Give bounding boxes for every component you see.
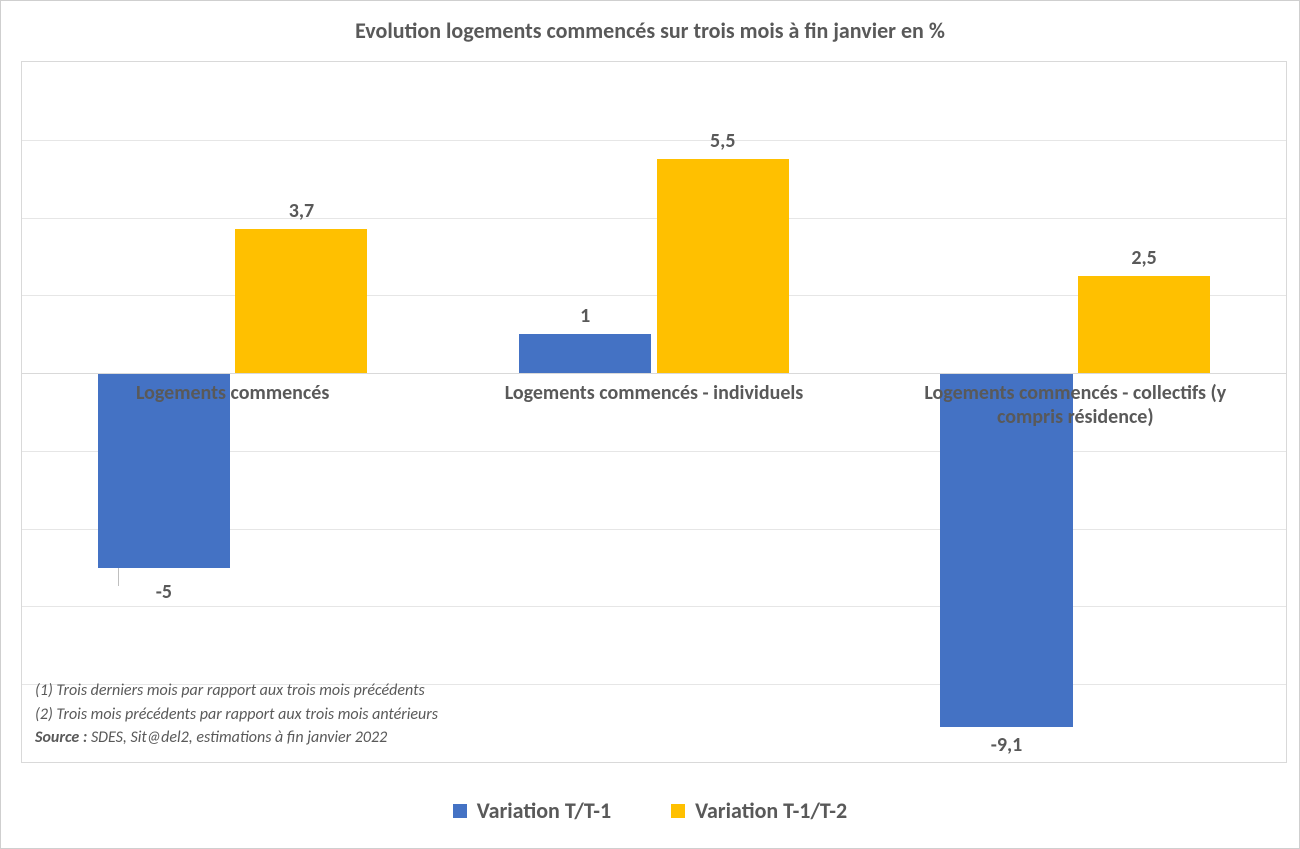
bar-value-label: -9,1 bbox=[940, 733, 1072, 757]
footnote-line: Source : SDES, Sit@del2, estimations à f… bbox=[35, 726, 438, 749]
bar-value-label: 5,5 bbox=[657, 129, 789, 153]
bar bbox=[519, 334, 651, 373]
bar bbox=[1078, 276, 1210, 373]
bar-group: 1 5,5 Logements commencés - individuels bbox=[443, 62, 864, 762]
bar-value-label: 2,5 bbox=[1078, 246, 1210, 270]
chart-title: Evolution logements commencés sur trois … bbox=[1, 17, 1299, 44]
legend-swatch bbox=[453, 804, 467, 818]
legend-label: Variation T-1/T-2 bbox=[695, 797, 847, 824]
legend-item: Variation T/T-1 bbox=[453, 797, 611, 824]
legend: Variation T/T-1 Variation T-1/T-2 bbox=[1, 797, 1299, 824]
bar bbox=[235, 229, 367, 373]
category-label: Logements commencés - individuels bbox=[443, 381, 864, 405]
legend-item: Variation T-1/T-2 bbox=[671, 797, 847, 824]
plot-area: -5 3,7 Logements commencés 1 5,5 Logements co… bbox=[21, 61, 1287, 763]
footnote-line: (2) Trois mois précédents par rapport au… bbox=[35, 703, 438, 726]
category-label: Logements commencés bbox=[22, 381, 443, 405]
bar-value-label: -5 bbox=[98, 580, 230, 604]
x-axis-zero bbox=[22, 373, 1286, 374]
footnote-line: (1) Trois derniers mois par rapport aux … bbox=[35, 679, 438, 702]
bar-group: -9,1 2,5 Logements commencés - collectifs … bbox=[865, 62, 1286, 762]
chart-container: Evolution logements commencés sur trois … bbox=[0, 0, 1300, 849]
bar-group: -5 3,7 Logements commencés bbox=[22, 62, 443, 762]
bar-value-label: 3,7 bbox=[235, 199, 367, 223]
bar-value-label: 1 bbox=[519, 304, 651, 328]
legend-label: Variation T/T-1 bbox=[477, 797, 611, 824]
bar bbox=[657, 159, 789, 373]
legend-swatch bbox=[671, 804, 685, 818]
category-label: Logements commencés - collectifs (ycompr… bbox=[865, 381, 1286, 429]
footnotes: (1) Trois derniers mois par rapport aux … bbox=[35, 679, 438, 749]
